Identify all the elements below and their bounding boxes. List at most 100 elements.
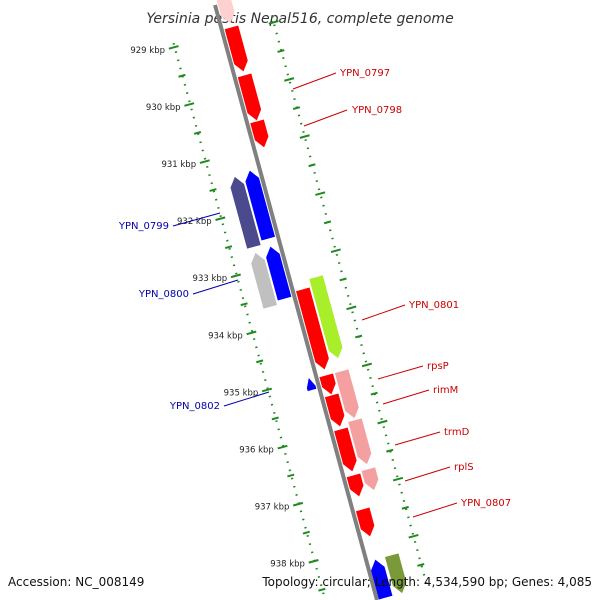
ruler-tick-left	[184, 102, 195, 107]
ruler-half-tick-right	[401, 505, 409, 510]
gene-arrow-lime	[309, 275, 343, 359]
gene-arrow-red	[324, 393, 345, 427]
ruler-half-tick-left	[209, 188, 217, 192]
ruler-tick-right	[361, 362, 372, 368]
ruler-half-tick-right	[292, 106, 301, 111]
tick-label: 937 kbp	[255, 503, 290, 513]
gene-callout-line	[192, 279, 239, 295]
ruler-half-tick-left	[318, 587, 326, 592]
labels-layer: YPN_0797 YPN_0798 YPN_0799 YPN_0800 YPN_0801…	[118, 68, 511, 518]
gene-callout-line	[382, 389, 430, 405]
ruler-half-tick-left	[178, 73, 186, 78]
ruler-half-tick-left	[193, 131, 202, 135]
gene-callout-line	[361, 304, 406, 321]
ruler-tick-right	[392, 476, 404, 482]
ruler-half-tick-left	[302, 530, 310, 535]
gene-arrow-blue	[266, 246, 292, 301]
backbone-layer	[213, 4, 379, 600]
ruler-tick-left	[277, 444, 288, 450]
map-title: Yersinia pestis Nepal516, complete genom…	[146, 11, 453, 27]
gene-label-ypn_0800: YPN_0800	[138, 289, 189, 300]
gene-arrow-red	[250, 119, 269, 148]
ruler-half-tick-right	[386, 448, 394, 453]
ruler-tick-left	[292, 501, 304, 507]
gene-label-ypn_0797: YPN_0797	[339, 68, 390, 79]
accession-text: Accession: NC_008149	[8, 575, 144, 589]
gene-arrow-red	[237, 73, 262, 121]
ruler-tick-right	[315, 191, 326, 196]
ruler-tick-right	[284, 77, 295, 82]
gene-callout-line	[172, 212, 221, 227]
ruler-tick-left	[261, 387, 273, 393]
ruler-half-tick-right	[417, 563, 425, 567]
gene-arrow-olive	[384, 553, 407, 594]
gene-arrow-red	[355, 507, 375, 537]
tick-label: 938 kbp	[270, 560, 305, 570]
ruler-tick-left	[215, 216, 226, 221]
gene-callout-line	[292, 72, 337, 90]
gene-arrow-red	[224, 25, 248, 72]
tick-label: 934 kbp	[208, 331, 243, 341]
ruler-half-tick-left	[256, 359, 264, 364]
ruler-layer: 929 kbp 930 kbp 931 kbp 932 kbp 933 kbp 934 k…	[130, 16, 429, 600]
tick-label: 935 kbp	[224, 388, 259, 398]
gene-arrow-red	[216, 0, 235, 24]
tick-label: 932 kbp	[177, 217, 212, 227]
backbone-line	[213, 4, 379, 600]
gene-arrow-blue	[371, 559, 393, 600]
ruler-half-tick-right	[354, 334, 363, 339]
ruler-tick-right	[299, 134, 310, 139]
ruler-half-tick-left	[224, 245, 233, 250]
tick-label: 929 kbp	[130, 46, 165, 56]
ruler-tick-left	[199, 159, 210, 164]
ruler-half-tick-right	[339, 277, 347, 282]
ruler-tick-left	[230, 273, 241, 279]
ruler-tick-left	[246, 330, 257, 336]
ruler-half-tick-right	[323, 220, 332, 225]
gene-label-rimm: rimM	[433, 385, 458, 396]
gene-callout-line	[404, 466, 451, 482]
ruler-tick-left	[308, 559, 319, 564]
ruler-tick-left	[168, 45, 179, 50]
tick-label: 931 kbp	[161, 160, 196, 170]
gene-label-ypn_0799: YPN_0799	[118, 221, 169, 232]
gene-label-rpls: rplS	[454, 462, 474, 473]
ruler-tick-right	[330, 248, 341, 254]
gene-label-ypn_0801: YPN_0801	[408, 300, 459, 311]
ruler-tick-right	[408, 533, 419, 539]
ruler-half-tick-right	[277, 49, 285, 53]
gene-arrow-blue	[306, 377, 317, 392]
ruler-half-tick-left	[240, 302, 248, 307]
ruler-tick-right	[346, 305, 357, 311]
gene-callout-line	[412, 502, 458, 518]
gene-callout-line	[223, 391, 270, 407]
gene-arrow-red	[296, 287, 329, 370]
gene-arrow-red	[346, 473, 364, 497]
tick-label: 930 kbp	[146, 103, 181, 113]
genes-layer	[216, 0, 407, 600]
gene-callout-line	[377, 365, 424, 380]
ruler-half-tick-right	[370, 391, 378, 396]
gene-callout-line	[394, 431, 441, 446]
ruler-half-tick-left	[271, 416, 279, 421]
gene-label-ypn_0807: YPN_0807	[460, 498, 511, 509]
topology-text: Topology: circular; Length: 4,534,590 bp…	[261, 575, 592, 589]
ruler-tick-right	[377, 419, 388, 425]
gene-arrow-navy	[230, 176, 261, 249]
ruler-half-tick-left	[287, 473, 295, 478]
gene-callout-line	[303, 109, 348, 127]
gene-label-ypn_0802: YPN_0802	[169, 401, 220, 412]
gene-arrow-red	[334, 427, 357, 472]
gene-arrow-pink	[361, 467, 379, 491]
tick-label: 936 kbp	[239, 445, 274, 455]
gene-arrow-grey	[251, 252, 277, 309]
gene-arrow-pink	[334, 369, 359, 419]
gene-label-ypn_0798: YPN_0798	[351, 105, 402, 116]
gene-label-rpsp: rpsP	[427, 361, 449, 372]
ruler-tick-right	[268, 20, 279, 25]
gene-label-trmd: trmD	[444, 427, 470, 438]
ruler-half-tick-right	[308, 163, 316, 168]
gene-arrow-pink	[348, 418, 372, 465]
gene-arrow-blue	[245, 170, 275, 241]
